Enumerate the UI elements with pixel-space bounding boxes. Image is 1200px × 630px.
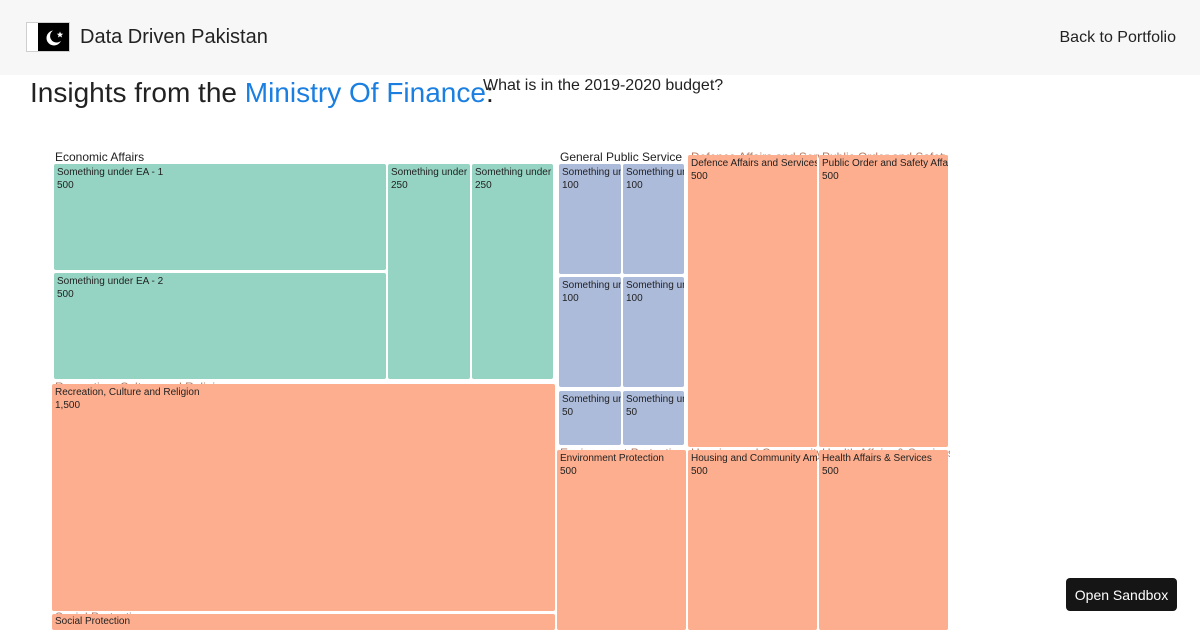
tile-label: Something under EA - 3: [391, 167, 470, 178]
tile-value: 500: [822, 171, 839, 182]
tile-value: 50: [562, 407, 574, 418]
tile-label: Recreation, Culture and Religion: [55, 387, 200, 398]
tile-label: Something under GPS - 2: [562, 394, 621, 405]
back-to-portfolio-link[interactable]: Back to Portfolio: [1059, 29, 1177, 46]
tile-label: Something under EA - 1: [57, 167, 164, 178]
tile-value: 500: [822, 466, 839, 477]
pakistan-flag-logo[interactable]: [26, 22, 70, 52]
treemap-tile-ea-3[interactable]: Something under EA - 3 250: [388, 164, 470, 379]
treemap-tile-gps-1[interactable]: Something under GPS - 1 100: [559, 164, 621, 274]
tile-value: 500: [691, 466, 708, 477]
treemap-tile-ea-4[interactable]: Something under EA - 4 250: [472, 164, 553, 379]
tile-value: 50: [626, 407, 638, 418]
tile-value: 250: [475, 180, 492, 191]
page-title: Insights from the Ministry Of Finance:: [30, 76, 494, 110]
tile-label: Something under GPS - 1: [562, 167, 621, 178]
tile-value: 500: [57, 180, 74, 191]
treemap-tile-defence[interactable]: Defence Affairs and Services 500: [688, 155, 817, 447]
tile-value: 100: [562, 180, 579, 191]
group-label-general-public-service: General Public Service: [560, 150, 683, 164]
tile-value: 100: [562, 293, 579, 304]
tile-value: 1,500: [55, 400, 81, 411]
tile-label: Defence Affairs and Services: [691, 158, 817, 169]
navbar: Data Driven Pakistan Back to Portfolio: [0, 0, 1200, 75]
tile-label: Health Affairs & Services: [822, 453, 932, 464]
tile-label: Something under GPS - 4: [626, 394, 684, 405]
tile-value: 500: [691, 171, 708, 182]
treemap-tile-gps-4[interactable]: Something under GPS - 4 50: [623, 391, 684, 445]
page-subtitle: What is in the 2019-2020 budget?: [483, 77, 724, 94]
treemap-tile-recreation[interactable]: Recreation, Culture and Religion 1,500: [52, 384, 555, 611]
tile-value: 500: [57, 289, 74, 300]
tile-label: Something under EA - 2: [57, 276, 164, 287]
brand-title[interactable]: Data Driven Pakistan: [80, 26, 268, 48]
group-label-economic-affairs: Economic Affairs: [55, 150, 145, 164]
treemap-tile-gps-2[interactable]: Something under GPS - 2 50: [559, 391, 621, 445]
page-title-colon: :: [485, 77, 494, 108]
crescent-star-icon: [46, 29, 64, 46]
tile-label: Social Protection: [55, 616, 131, 627]
treemap-tile-ea-1[interactable]: Something under EA - 1 500: [54, 164, 386, 270]
treemap-tile-environment[interactable]: Environment Protection 500: [557, 450, 686, 630]
open-sandbox-button[interactable]: Open Sandbox: [1066, 578, 1177, 611]
treemap-tile-gps-5[interactable]: Something under GPS - 5 100: [559, 277, 621, 387]
tile-label: Something under GPS - 5: [562, 280, 621, 291]
tile-label: Something under GPS - 6: [626, 280, 684, 291]
tile-label: Something under GPS - 3: [626, 167, 684, 178]
tile-label: Housing and Community Amenities: [691, 453, 817, 464]
tile-label: Something under EA - 4: [475, 167, 553, 178]
tile-label: Public Order and Safety Affairs: [822, 158, 948, 169]
tile-value: 100: [626, 293, 643, 304]
tile-label: Environment Protection: [560, 453, 664, 464]
treemap-tile-gps-6[interactable]: Something under GPS - 6 100: [623, 277, 684, 387]
treemap-tile-public-order[interactable]: Public Order and Safety Affairs 500: [819, 155, 948, 447]
ministry-link[interactable]: Ministry Of Finance: [244, 77, 486, 108]
treemap-tile-social-protection[interactable]: Social Protection: [52, 614, 555, 630]
tile-value: 100: [626, 180, 643, 191]
tile-value: 500: [560, 466, 577, 477]
tile-value: 250: [391, 180, 408, 191]
treemap-tile-housing[interactable]: Housing and Community Amenities 500: [688, 450, 817, 630]
treemap-tile-health[interactable]: Health Affairs & Services 500: [819, 450, 948, 630]
treemap-tile-gps-3[interactable]: Something under GPS - 3 100: [623, 164, 684, 274]
treemap-tile-ea-2[interactable]: Something under EA - 2 500: [54, 273, 386, 379]
page-title-prefix: Insights from the: [30, 77, 245, 108]
